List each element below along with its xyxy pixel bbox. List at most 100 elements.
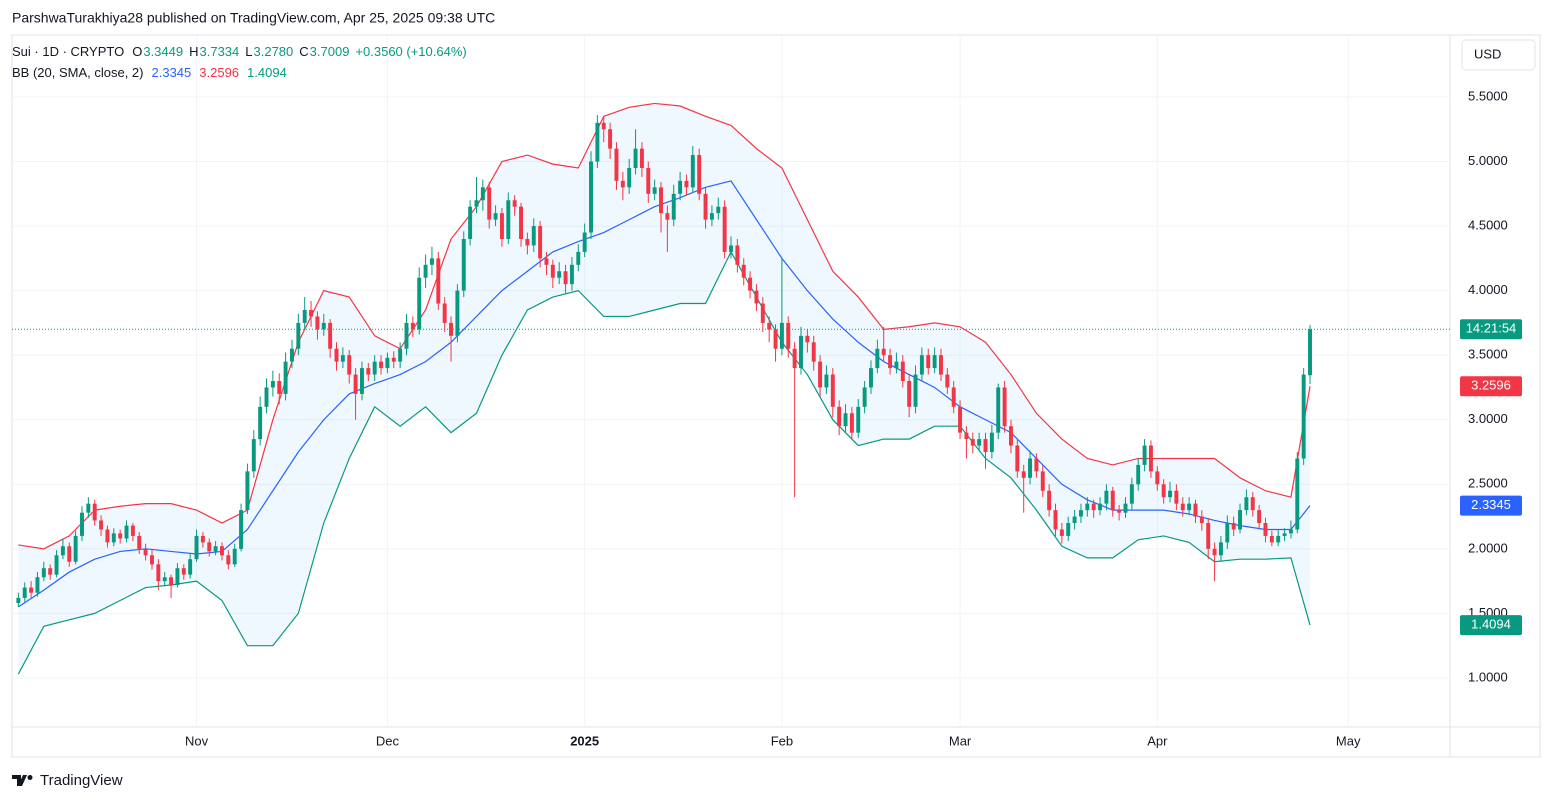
currency-button[interactable] [1461, 39, 1536, 71]
candle-body [1021, 471, 1026, 478]
candle-body [1218, 542, 1223, 556]
candle-body [1225, 523, 1230, 543]
candle-body [442, 303, 447, 323]
candle-body [124, 525, 129, 539]
footer-brand: TradingView [40, 772, 123, 789]
candle-body [544, 258, 549, 265]
candle-body [652, 187, 657, 194]
candle-body [1193, 503, 1198, 517]
candle-body [977, 439, 982, 446]
candle-body [92, 503, 97, 521]
x-tick-label: Mar [949, 733, 972, 748]
candle-body [1110, 490, 1115, 511]
candle-body [156, 564, 161, 582]
candle-body [595, 122, 600, 162]
legend-indicator: BB (20, SMA, close, 2) 2.3345 3.2596 1.4094 [12, 65, 287, 80]
candle-body [245, 471, 250, 511]
candle-body [321, 322, 326, 330]
candle-body [1288, 529, 1293, 534]
candle-body [862, 387, 867, 407]
candle-body [1078, 510, 1083, 517]
legend-text: 3.2596 [199, 65, 239, 80]
legend-text: L [245, 44, 252, 59]
candle-body [799, 335, 803, 369]
axes: 1.00001.50002.00002.50003.00003.50004.00… [185, 88, 1522, 748]
candle-body [818, 361, 823, 388]
candle-body [811, 342, 816, 362]
countdown-badge-bg [1460, 319, 1522, 340]
candle-body [309, 309, 314, 317]
candle-body [671, 193, 676, 220]
candle-body [35, 577, 40, 593]
candle-body [964, 432, 969, 440]
candle-body [709, 213, 714, 220]
candle-body [1072, 516, 1077, 524]
candle-body [856, 406, 861, 433]
candle-body [73, 535, 78, 562]
candle-body [506, 200, 511, 239]
candle-body [913, 374, 918, 407]
band-line [17, 250, 1311, 675]
candle-body [779, 322, 784, 349]
candle-body [576, 251, 581, 265]
x-tick-label: 2025 [570, 733, 599, 748]
legend-text: 3.7009 [310, 44, 350, 59]
candle-body [690, 155, 695, 188]
candle-body [951, 387, 956, 407]
candle-body [1142, 445, 1147, 465]
legend-text: 3.7334 [200, 44, 240, 59]
x-tick-label: Nov [185, 733, 209, 748]
candle-body [1238, 510, 1242, 530]
candle-body [1047, 490, 1052, 511]
candle-body [1174, 490, 1179, 504]
candle-body [665, 213, 670, 220]
band-fill [18, 103, 1311, 675]
candle-body [137, 535, 142, 549]
candle-body [328, 322, 333, 349]
candle-body [175, 568, 180, 585]
candle-body [939, 355, 943, 375]
candle-body [805, 335, 810, 343]
candle-body [1206, 523, 1211, 549]
logo-mark [12, 775, 27, 786]
candle-body [1187, 503, 1192, 511]
candle-body [1034, 458, 1039, 472]
candle-body [519, 206, 523, 239]
candle-body [1250, 497, 1255, 511]
legend-text: +0.3560 (+10.64%) [355, 44, 466, 59]
candle-body [563, 271, 568, 285]
candle-body [659, 187, 663, 214]
y-tick-label: 2.5000 [1468, 476, 1508, 491]
y-tick-label: 5.0000 [1468, 153, 1508, 168]
candle-body [1231, 523, 1236, 530]
candle-body [958, 406, 963, 433]
candle-body [748, 277, 753, 291]
candle-body [277, 381, 282, 394]
y-tick-label: 3.5000 [1468, 347, 1508, 362]
candle-body [194, 535, 199, 560]
band-line [18, 102, 1311, 550]
candle-body [258, 406, 263, 440]
legend-text: C [299, 44, 308, 59]
band-badge-bg [1460, 376, 1522, 397]
candle-body [41, 568, 46, 578]
candle-body [926, 355, 931, 369]
candle-body [1161, 484, 1166, 498]
candle-body [792, 348, 797, 369]
candle-body [22, 587, 27, 598]
candle-body [1008, 426, 1013, 446]
candle-body [487, 187, 492, 220]
candle-body [493, 213, 498, 220]
candle-body [162, 577, 167, 582]
candle-body [1180, 503, 1185, 511]
candle-body [608, 129, 613, 149]
x-tick-label: May [1336, 733, 1361, 748]
candle-body [499, 213, 504, 239]
candle-body [843, 413, 848, 427]
candle-body [379, 361, 384, 369]
candle-body [601, 122, 606, 130]
candle-body [633, 148, 638, 168]
candle-body [786, 322, 791, 349]
candle-body [1295, 458, 1300, 530]
candle-body [16, 597, 21, 604]
